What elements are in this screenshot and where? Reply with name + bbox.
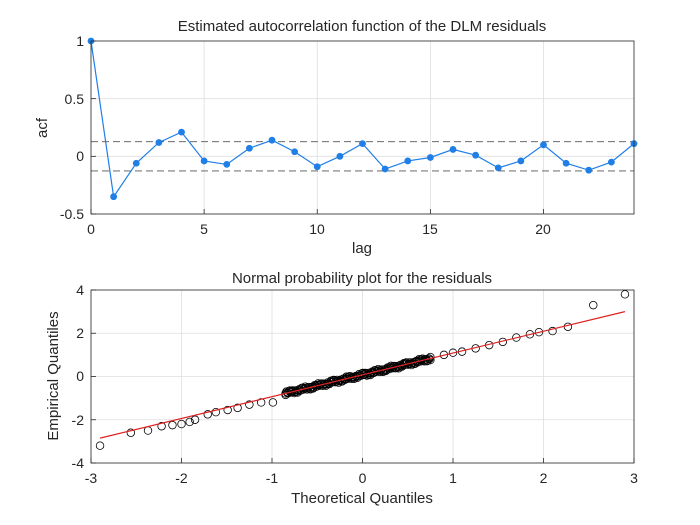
qq-x-ticks: -3 -2 -1 0 1 2 3 bbox=[85, 470, 638, 486]
qq-reference-line bbox=[99, 311, 626, 439]
acf-point bbox=[245, 144, 253, 152]
qq-point bbox=[349, 374, 359, 383]
qq-point bbox=[589, 300, 598, 310]
acf-y-ticks: -0.5 0 0.5 1 bbox=[60, 33, 84, 222]
qq-point bbox=[190, 415, 200, 424]
qq-point bbox=[185, 417, 194, 427]
qq-point bbox=[426, 355, 435, 365]
qq-point bbox=[233, 403, 242, 413]
acf-point bbox=[291, 148, 299, 156]
acf-point bbox=[607, 158, 615, 166]
acf-point bbox=[381, 165, 389, 173]
qq-point bbox=[358, 368, 367, 378]
acf-x-tick-label: 10 bbox=[309, 221, 325, 237]
qq-point bbox=[223, 405, 232, 415]
acf-point bbox=[562, 159, 570, 167]
acf-point bbox=[359, 140, 366, 148]
qq-x-tick-label: -3 bbox=[85, 470, 98, 486]
acf-point bbox=[585, 166, 593, 174]
acf-axes-box bbox=[90, 40, 635, 215]
qq-x-tick-label: -2 bbox=[175, 470, 188, 486]
qq-y-ticks: -4 -2 0 2 4 bbox=[72, 282, 85, 471]
acf-chart-title: Estimated autocorrelation function of th… bbox=[178, 18, 547, 35]
acf-point bbox=[200, 157, 208, 165]
acf-point bbox=[223, 161, 231, 168]
qq-x-tick-label: 1 bbox=[449, 470, 457, 486]
acf-x-ticks: 0 5 10 15 20 bbox=[87, 221, 551, 237]
acf-series bbox=[87, 37, 638, 201]
qq-point bbox=[211, 407, 221, 417]
acf-point bbox=[110, 193, 118, 201]
qq-y-axis-label: Empirical Quantiles bbox=[45, 311, 62, 440]
acf-point bbox=[313, 163, 321, 171]
qq-point bbox=[534, 327, 544, 337]
acf-point bbox=[472, 151, 480, 159]
qq-point bbox=[168, 420, 177, 430]
qq-axes-box bbox=[90, 289, 635, 464]
acf-y-axis-label: acf bbox=[34, 117, 51, 138]
qq-chart: Normal probability plot for the residual… bbox=[45, 270, 638, 507]
qq-point bbox=[525, 330, 535, 339]
acf-x-axis-label: lag bbox=[352, 240, 372, 257]
qq-point bbox=[126, 428, 136, 437]
acf-point bbox=[404, 157, 412, 165]
qq-y-tick-label: -2 bbox=[72, 412, 85, 428]
qq-y-tick-label: 2 bbox=[76, 325, 84, 341]
qq-x-axis-label: Theoretical Quantiles bbox=[291, 490, 433, 507]
qq-point bbox=[203, 410, 212, 419]
qq-y-tick-label: 0 bbox=[76, 368, 84, 384]
qq-x-tick-label: 3 bbox=[630, 470, 638, 486]
qq-point bbox=[512, 333, 521, 342]
qq-point bbox=[268, 398, 278, 407]
qq-x-tick-label: 0 bbox=[359, 470, 367, 486]
acf-point bbox=[540, 141, 547, 149]
qq-x-tick-label: -1 bbox=[266, 470, 279, 486]
acf-point bbox=[517, 157, 525, 165]
acf-y-tick-label: 1 bbox=[76, 33, 84, 49]
qq-point bbox=[95, 441, 105, 450]
qq-y-tick-label: -4 bbox=[72, 455, 85, 471]
qq-point bbox=[386, 361, 396, 371]
acf-y-tick-label: 0 bbox=[76, 148, 84, 164]
qq-point bbox=[313, 379, 323, 388]
qq-point bbox=[425, 354, 434, 364]
qq-point bbox=[548, 326, 557, 336]
acf-chart: Estimated autocorrelation function of th… bbox=[34, 18, 638, 257]
acf-point bbox=[494, 164, 502, 172]
acf-point bbox=[268, 136, 276, 144]
qq-x-tick-label: 2 bbox=[540, 470, 548, 486]
acf-y-tick-label: -0.5 bbox=[60, 206, 84, 222]
acf-point bbox=[449, 146, 457, 153]
qq-point bbox=[256, 398, 266, 407]
acf-plot-area bbox=[91, 41, 634, 214]
acf-x-tick-label: 20 bbox=[535, 221, 551, 237]
acf-point bbox=[178, 128, 185, 136]
acf-y-tick-label: 0.5 bbox=[65, 91, 85, 107]
acf-point bbox=[426, 154, 434, 161]
acf-x-tick-label: 5 bbox=[200, 221, 208, 237]
qq-point bbox=[245, 400, 254, 409]
qq-points bbox=[95, 290, 630, 450]
acf-x-tick-label: 0 bbox=[87, 221, 95, 237]
qq-y-tick-label: 4 bbox=[76, 282, 84, 298]
acf-point bbox=[132, 159, 140, 167]
acf-point bbox=[336, 152, 344, 160]
qq-chart-title: Normal probability plot for the residual… bbox=[232, 270, 492, 287]
acf-x-tick-label: 15 bbox=[422, 221, 438, 237]
qq-point bbox=[177, 419, 186, 429]
qq-point bbox=[620, 290, 630, 299]
qq-point bbox=[285, 386, 295, 395]
qq-point bbox=[157, 422, 166, 431]
qq-fit-line bbox=[99, 311, 626, 439]
acf-point bbox=[155, 139, 163, 146]
